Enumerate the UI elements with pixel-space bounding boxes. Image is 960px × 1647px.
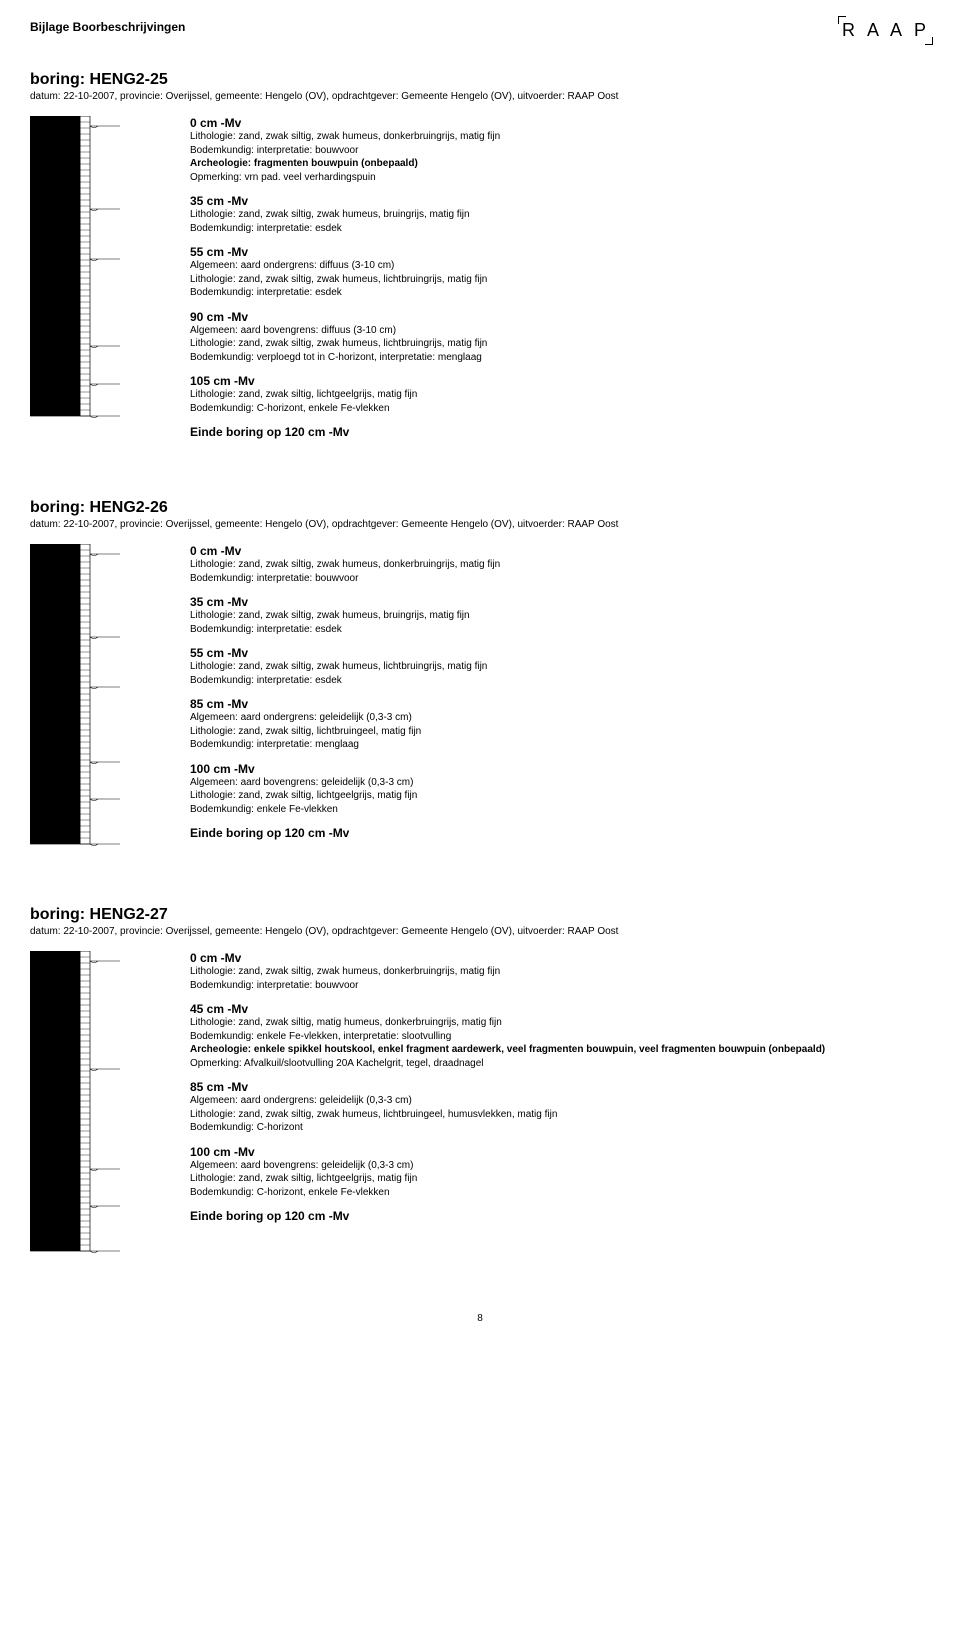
layer-entry: 0 cm -MvLithologie: zand, zwak siltig, z… (190, 544, 930, 585)
soil-column (30, 116, 120, 418)
logo: R A A P (842, 20, 930, 41)
layer-depth: 85 cm -Mv (190, 1080, 930, 1094)
soil-column-svg (30, 116, 120, 418)
layer-depth: 45 cm -Mv (190, 1002, 930, 1016)
boring-title: boring: HENG2-25 (30, 71, 930, 89)
soil-column (30, 544, 120, 846)
layer-line: Lithologie: zand, zwak siltig, zwak hume… (190, 273, 930, 287)
layer-line: Opmerking: Afvalkuil/slootvulling 20A Ka… (190, 1057, 930, 1071)
layer-entry: 55 cm -MvLithologie: zand, zwak siltig, … (190, 646, 930, 687)
layer-line: Lithologie: zand, zwak siltig, zwak hume… (190, 208, 930, 222)
layer-line: Lithologie: zand, zwak siltig, zwak hume… (190, 609, 930, 623)
layer-line: Archeologie: enkele spikkel houtskool, e… (190, 1043, 930, 1057)
layer-depth: 105 cm -Mv (190, 374, 930, 388)
layer-line: Bodemkundig: verploegd tot in C-horizont… (190, 351, 930, 365)
layer-line: Bodemkundig: interpretatie: esdek (190, 222, 930, 236)
boring-block: boring: HENG2-25 datum: 22-10-2007, provi… (30, 71, 930, 439)
layer-line: Bodemkundig: C-horizont, enkele Fe-vlekk… (190, 402, 930, 416)
layer-line: Bodemkundig: enkele Fe-vlekken (190, 803, 930, 817)
layer-depth: 55 cm -Mv (190, 245, 930, 259)
layer-line: Lithologie: zand, zwak siltig, zwak hume… (190, 130, 930, 144)
boring-meta: datum: 22-10-2007, provincie: Overijssel… (30, 519, 930, 530)
layer-line: Lithologie: zand, zwak siltig, lichtgeel… (190, 388, 930, 402)
layer-line: Bodemkundig: C-horizont (190, 1121, 930, 1135)
boring-meta: datum: 22-10-2007, provincie: Overijssel… (30, 926, 930, 937)
layer-depth: 0 cm -Mv (190, 544, 930, 558)
boring-block: boring: HENG2-27 datum: 22-10-2007, provi… (30, 906, 930, 1253)
soil-column-svg (30, 544, 120, 846)
layer-line: Bodemkundig: interpretatie: esdek (190, 674, 930, 688)
layer-entry: 90 cm -MvAlgemeen: aard bovengrens: diff… (190, 310, 930, 365)
soil-column-svg (30, 951, 120, 1253)
boring-block: boring: HENG2-26 datum: 22-10-2007, provi… (30, 499, 930, 846)
page-title: Bijlage Boorbeschrijvingen (30, 20, 185, 34)
layer-entry: 100 cm -MvAlgemeen: aard bovengrens: gel… (190, 762, 930, 817)
boring-body: 0 cm -MvLithologie: zand, zwak siltig, z… (30, 544, 930, 846)
layer-line: Algemeen: aard bovengrens: diffuus (3-10… (190, 324, 930, 338)
layer-entry: 35 cm -MvLithologie: zand, zwak siltig, … (190, 194, 930, 235)
layer-line: Bodemkundig: C-horizont, enkele Fe-vlekk… (190, 1186, 930, 1200)
layer-line: Bodemkundig: interpretatie: bouwvoor (190, 979, 930, 993)
boring-title: boring: HENG2-27 (30, 906, 930, 924)
layer-depth: 55 cm -Mv (190, 646, 930, 660)
layer-depth: 85 cm -Mv (190, 697, 930, 711)
layer-entry: 105 cm -MvLithologie: zand, zwak siltig,… (190, 374, 930, 415)
boring-body: 0 cm -MvLithologie: zand, zwak siltig, z… (30, 951, 930, 1253)
layer-line: Lithologie: zand, zwak siltig, lichtgeel… (190, 1172, 930, 1186)
layer-line: Lithologie: zand, zwak siltig, zwak hume… (190, 337, 930, 351)
layer-line: Algemeen: aard ondergrens: diffuus (3-10… (190, 259, 930, 273)
layer-depth: 35 cm -Mv (190, 194, 930, 208)
layer-depth: 100 cm -Mv (190, 762, 930, 776)
layer-line: Lithologie: zand, zwak siltig, zwak hume… (190, 660, 930, 674)
layer-line: Lithologie: zand, zwak siltig, zwak hume… (190, 1108, 930, 1122)
boring-body: 0 cm -MvLithologie: zand, zwak siltig, z… (30, 116, 930, 439)
layer-line: Bodemkundig: interpretatie: menglaag (190, 738, 930, 752)
layer-line: Archeologie: fragmenten bouwpuin (onbepa… (190, 157, 930, 171)
layer-entry: 85 cm -MvAlgemeen: aard ondergrens: gele… (190, 697, 930, 752)
end-line: Einde boring op 120 cm -Mv (190, 826, 930, 840)
layer-line: Lithologie: zand, zwak siltig, matig hum… (190, 1016, 930, 1030)
layer-line: Algemeen: aard bovengrens: geleidelijk (… (190, 1159, 930, 1173)
layer-line: Lithologie: zand, zwak siltig, zwak hume… (190, 965, 930, 979)
layer-line: Lithologie: zand, zwak siltig, zwak hume… (190, 558, 930, 572)
end-line: Einde boring op 120 cm -Mv (190, 1209, 930, 1223)
layer-entry: 100 cm -MvAlgemeen: aard bovengrens: gel… (190, 1145, 930, 1200)
end-line: Einde boring op 120 cm -Mv (190, 425, 930, 439)
layer-entry: 85 cm -MvAlgemeen: aard ondergrens: gele… (190, 1080, 930, 1135)
layer-line: Algemeen: aard ondergrens: geleidelijk (… (190, 711, 930, 725)
boring-meta: datum: 22-10-2007, provincie: Overijssel… (30, 91, 930, 102)
layer-entry: 0 cm -MvLithologie: zand, zwak siltig, z… (190, 116, 930, 184)
boring-title: boring: HENG2-26 (30, 499, 930, 517)
layer-line: Lithologie: zand, zwak siltig, lichtbrui… (190, 725, 930, 739)
layers-text: 0 cm -MvLithologie: zand, zwak siltig, z… (120, 544, 930, 840)
layer-line: Algemeen: aard ondergrens: geleidelijk (… (190, 1094, 930, 1108)
borings-container: boring: HENG2-25 datum: 22-10-2007, provi… (30, 71, 930, 1253)
layer-entry: 45 cm -MvLithologie: zand, zwak siltig, … (190, 1002, 930, 1070)
page-header: Bijlage Boorbeschrijvingen R A A P (30, 20, 930, 41)
layer-depth: 90 cm -Mv (190, 310, 930, 324)
layer-depth: 0 cm -Mv (190, 951, 930, 965)
soil-column (30, 951, 120, 1253)
layers-text: 0 cm -MvLithologie: zand, zwak siltig, z… (120, 951, 930, 1223)
layer-depth: 100 cm -Mv (190, 1145, 930, 1159)
layer-line: Bodemkundig: interpretatie: bouwvoor (190, 572, 930, 586)
layer-line: Bodemkundig: enkele Fe-vlekken, interpre… (190, 1030, 930, 1044)
layer-depth: 35 cm -Mv (190, 595, 930, 609)
layer-entry: 0 cm -MvLithologie: zand, zwak siltig, z… (190, 951, 930, 992)
layer-entry: 55 cm -MvAlgemeen: aard ondergrens: diff… (190, 245, 930, 300)
layer-line: Bodemkundig: interpretatie: esdek (190, 286, 930, 300)
layer-line: Bodemkundig: interpretatie: bouwvoor (190, 144, 930, 158)
layers-text: 0 cm -MvLithologie: zand, zwak siltig, z… (120, 116, 930, 439)
layer-entry: 35 cm -MvLithologie: zand, zwak siltig, … (190, 595, 930, 636)
page-number: 8 (30, 1313, 930, 1324)
layer-line: Algemeen: aard bovengrens: geleidelijk (… (190, 776, 930, 790)
layer-line: Bodemkundig: interpretatie: esdek (190, 623, 930, 637)
layer-line: Lithologie: zand, zwak siltig, lichtgeel… (190, 789, 930, 803)
layer-depth: 0 cm -Mv (190, 116, 930, 130)
layer-line: Opmerking: vrn pad. veel verhardingspuin (190, 171, 930, 185)
